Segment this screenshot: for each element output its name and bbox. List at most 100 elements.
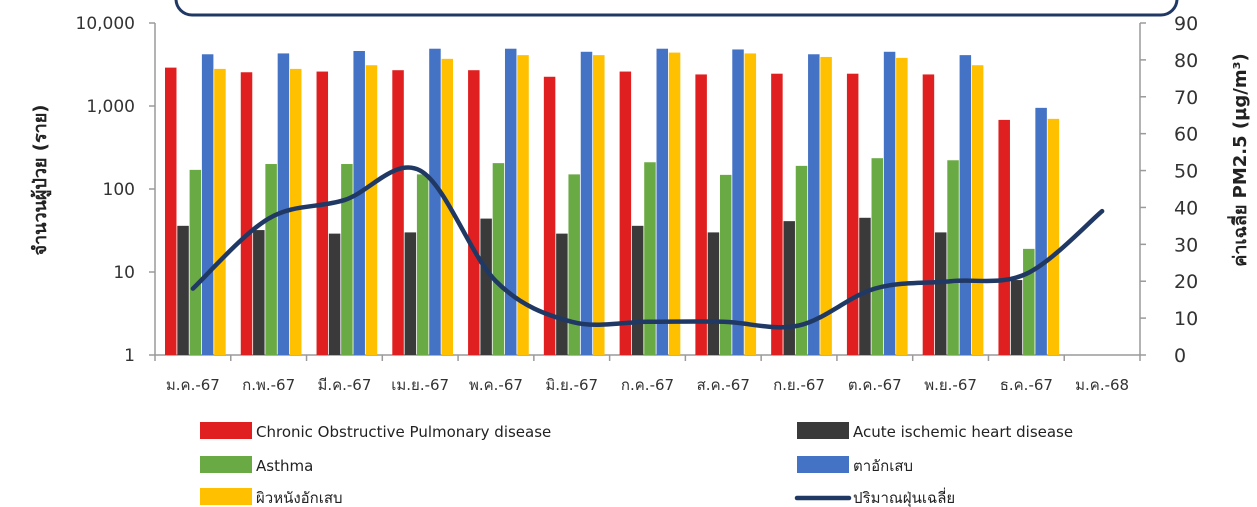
bar xyxy=(998,119,1010,355)
y2-tick-label: 80 xyxy=(1174,50,1198,72)
bar xyxy=(732,49,744,356)
y2-tick-label: 0 xyxy=(1174,345,1186,367)
x-tick-label: พ.ค.-67 xyxy=(469,376,523,394)
y2-tick-label: 40 xyxy=(1174,197,1198,219)
bar xyxy=(668,52,681,355)
bar xyxy=(328,233,341,355)
y-tick-label: 10,000 xyxy=(76,14,135,34)
x-tick-label: พ.ย.-67 xyxy=(924,376,977,394)
bar xyxy=(201,54,214,355)
bar xyxy=(289,68,302,356)
bar xyxy=(429,48,441,356)
bar xyxy=(1023,248,1035,355)
bar xyxy=(959,55,972,355)
x-tick-label: ม.ค.-68 xyxy=(1075,376,1129,394)
axes: 1 10 100 1,000 10,000 0 10 20 30 40 50 60 70 80 90 ม.ค.… xyxy=(76,13,1199,394)
bar xyxy=(619,71,632,355)
bar xyxy=(846,73,859,355)
y2-tick-label: 70 xyxy=(1174,87,1198,109)
legend-swatch xyxy=(200,456,252,473)
bar xyxy=(165,67,177,355)
y2-tick-label: 60 xyxy=(1174,124,1198,146)
bar xyxy=(771,73,783,355)
y2-tick-label: 10 xyxy=(1174,308,1198,330)
bar xyxy=(783,221,795,355)
x-tick-label: ต.ค.-67 xyxy=(848,376,902,394)
x-tick-label: ส.ค.-67 xyxy=(697,376,750,394)
bar xyxy=(656,48,669,356)
bar xyxy=(808,54,820,355)
bar xyxy=(265,164,277,355)
x-tick-label: มี.ค.-67 xyxy=(317,376,371,394)
legend-label: ตาอักเสบ xyxy=(853,457,913,475)
bar xyxy=(795,165,808,355)
legend-label: Chronic Obstructive Pulmonary disease xyxy=(256,423,551,441)
bar xyxy=(719,174,732,355)
bar xyxy=(189,169,202,355)
bar xyxy=(517,55,529,355)
bar xyxy=(871,158,884,355)
legend-swatch xyxy=(200,488,252,505)
bar xyxy=(883,51,896,356)
y2-axis-label: ค่าเฉลี่ย PM2.5 (µg/m³) xyxy=(1227,53,1251,266)
bar xyxy=(240,72,253,355)
y-axis-label: จำนวนผู้ป่วย (ราย) xyxy=(30,104,52,255)
bar xyxy=(707,232,720,355)
bar xyxy=(416,174,429,355)
bar xyxy=(580,51,593,356)
line-series xyxy=(190,165,1105,330)
y2-tick-label: 30 xyxy=(1174,234,1198,256)
bar xyxy=(644,162,656,355)
y-tick-label: 100 xyxy=(103,180,135,200)
bar xyxy=(353,50,365,356)
bar xyxy=(480,218,492,355)
legend: Chronic Obstructive Pulmonary disease Acu… xyxy=(200,422,1073,507)
x-tick-label: มิ.ย.-67 xyxy=(545,376,598,394)
x-tick-label: เม.ย.-67 xyxy=(391,376,449,394)
bar xyxy=(253,230,265,355)
x-tick-label: ก.พ.-67 xyxy=(242,376,295,394)
x-tick-label: ก.ค.-67 xyxy=(621,376,674,394)
bar xyxy=(504,48,517,356)
y2-tick-label: 90 xyxy=(1174,13,1198,35)
bar xyxy=(744,53,757,355)
bar xyxy=(1010,280,1023,355)
line-path xyxy=(190,165,1105,330)
legend-swatch xyxy=(200,422,252,439)
bar xyxy=(820,56,832,355)
bar xyxy=(556,233,568,355)
bar xyxy=(947,160,959,355)
bar xyxy=(593,55,605,355)
bar xyxy=(404,232,417,355)
bar xyxy=(631,225,644,355)
bar xyxy=(568,174,580,355)
y-tick-label: 10 xyxy=(113,263,135,283)
y2-tick-label: 50 xyxy=(1174,161,1198,183)
legend-label: ปริมาณฝุ่นเฉลี่ย xyxy=(853,487,955,507)
bar xyxy=(341,164,353,355)
bar xyxy=(971,65,984,355)
legend-swatch xyxy=(797,456,849,473)
bar xyxy=(934,232,947,355)
bars xyxy=(165,48,1060,356)
bar xyxy=(859,217,871,355)
legend-swatch xyxy=(797,422,849,439)
bar xyxy=(177,225,189,355)
bar xyxy=(695,74,707,355)
legend-label: Acute ischemic heart disease xyxy=(853,423,1073,441)
bar xyxy=(543,76,556,355)
bar xyxy=(214,68,226,356)
bar xyxy=(392,70,404,355)
bar xyxy=(468,70,480,355)
top-frame xyxy=(174,0,1179,17)
bar xyxy=(1035,107,1047,355)
legend-label: ผิวหนังอักเสบ xyxy=(256,489,343,507)
x-tick-label: ธ.ค.-67 xyxy=(1000,376,1053,394)
x-tick-label: ก.ย.-67 xyxy=(773,376,825,394)
x-tick-label: ม.ค.-67 xyxy=(166,376,220,394)
legend-label: Asthma xyxy=(256,457,313,475)
bar xyxy=(277,53,290,355)
bar xyxy=(922,74,935,355)
y-tick-label: 1 xyxy=(124,346,135,366)
